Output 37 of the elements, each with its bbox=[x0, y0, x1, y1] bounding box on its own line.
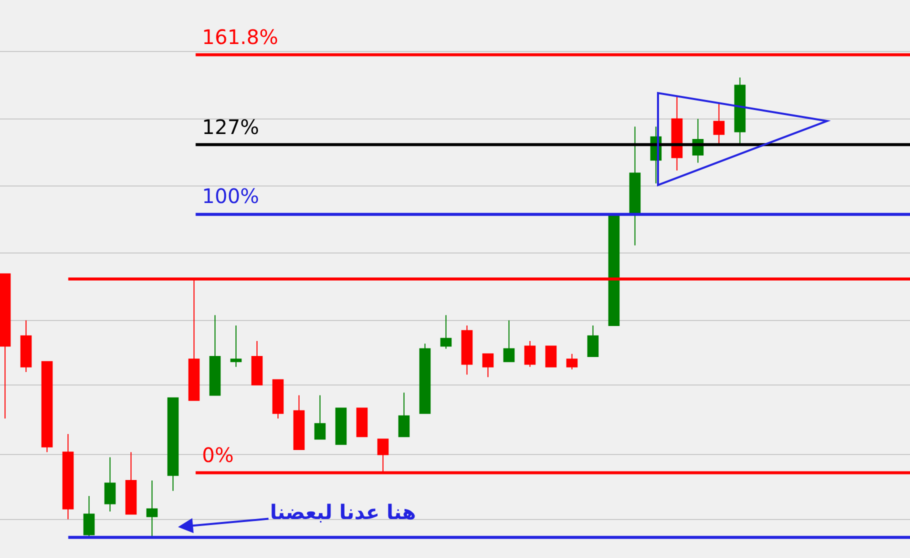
candlestick bbox=[272, 379, 284, 419]
candlestick bbox=[41, 361, 53, 453]
candlestick bbox=[104, 456, 116, 512]
candlestick bbox=[734, 77, 746, 146]
candlestick bbox=[545, 346, 557, 368]
candlestick bbox=[461, 325, 473, 376]
candlestick bbox=[62, 434, 74, 520]
ref-line-label: 127% bbox=[202, 115, 260, 139]
candlestick bbox=[713, 102, 725, 146]
candlestick bbox=[356, 408, 368, 438]
candlestick bbox=[125, 452, 137, 515]
candlestick bbox=[335, 408, 347, 445]
candlestick bbox=[482, 353, 494, 378]
ref-line-label: 100% bbox=[202, 184, 260, 208]
candlestick bbox=[20, 320, 32, 372]
candlestick bbox=[587, 325, 599, 357]
candlestick bbox=[629, 126, 641, 246]
candlestick bbox=[83, 496, 95, 538]
ref-line-label: 0% bbox=[202, 443, 234, 467]
ref-line-label: 161.8% bbox=[202, 25, 278, 49]
candlestick bbox=[209, 314, 221, 396]
candlestick bbox=[293, 394, 305, 450]
candlestick bbox=[314, 394, 326, 440]
candlestick bbox=[146, 480, 158, 538]
candlestick bbox=[608, 214, 620, 326]
candlestick bbox=[230, 325, 242, 368]
candlestick bbox=[566, 353, 578, 370]
candlestick bbox=[0, 273, 11, 419]
candlestick bbox=[503, 320, 515, 362]
candlestick bbox=[167, 397, 179, 492]
annotation: هنا عدنا لبعضنا bbox=[270, 500, 416, 524]
candlestick bbox=[398, 392, 410, 438]
candlestick bbox=[251, 340, 263, 386]
candlestick bbox=[671, 95, 683, 171]
candlestick bbox=[440, 314, 452, 350]
candlestick bbox=[419, 343, 431, 414]
candlestick bbox=[524, 340, 536, 368]
